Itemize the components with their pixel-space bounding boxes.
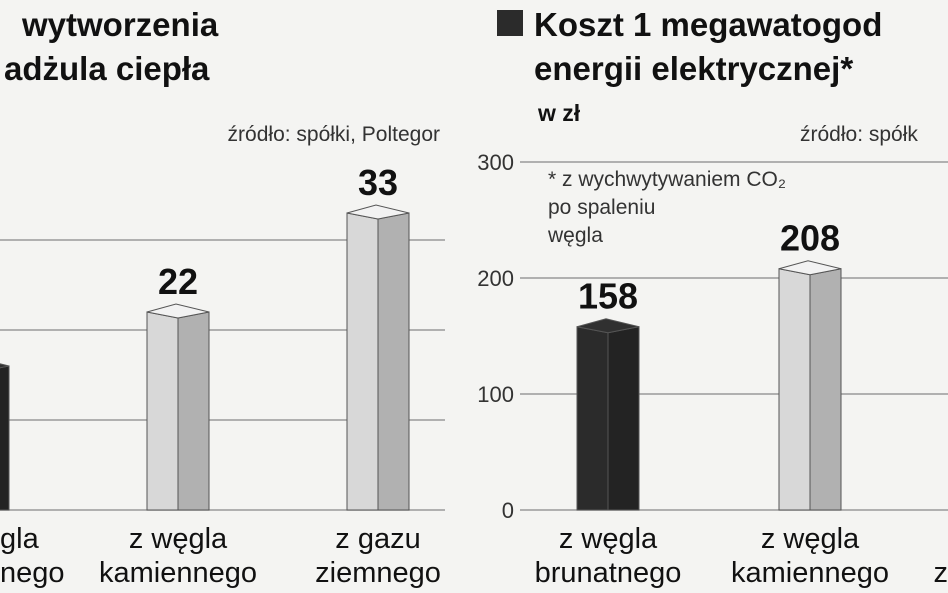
chart-title: adżula ciepła [4, 50, 210, 87]
x-tick-label: kamiennego [731, 557, 889, 589]
bar [346, 204, 410, 511]
x-tick-label: brunatnego [535, 557, 682, 589]
bar-side [0, 365, 10, 511]
bar-front [778, 268, 811, 511]
y-tick-label: 100 [477, 382, 514, 407]
x-tick-label: z [934, 557, 948, 589]
source: źródło: spółk [800, 123, 918, 146]
value-label: 33 [358, 162, 398, 203]
bar-front [146, 311, 179, 511]
bar-side [607, 326, 640, 511]
y-tick-label: 200 [477, 266, 514, 291]
title-marker [497, 10, 523, 36]
bar-top [576, 318, 640, 334]
bar-side [177, 311, 210, 511]
x-tick-label: gla [0, 523, 40, 555]
x-tick-label: z węgla [761, 523, 860, 555]
bar-top [778, 260, 842, 276]
x-tick-label: z węgla [559, 523, 658, 555]
bar [778, 260, 842, 511]
subtitle: w zł [537, 100, 581, 126]
x-tick-label: z węgla [129, 523, 228, 555]
value-label: 158 [578, 276, 638, 317]
x-tick-label: z gazu [335, 523, 420, 555]
y-tick-label: 300 [477, 150, 514, 175]
bar [576, 318, 640, 511]
bar-front [576, 326, 609, 511]
bar [146, 303, 210, 511]
value-label: 22 [158, 261, 198, 302]
bar-top [0, 363, 10, 369]
annotation: * z wychwytywaniem CO₂ [548, 168, 786, 191]
x-tick-label: kamiennego [99, 557, 257, 589]
y-tick-label: 0 [502, 498, 514, 523]
chart-title: wytworzenia [21, 6, 219, 43]
chart-title: Koszt 1 megawatogod [534, 6, 882, 43]
annotation: po spaleniu [548, 196, 655, 219]
value-label: 208 [780, 218, 840, 259]
chart-title: energii elektrycznej* [534, 50, 853, 87]
bar-top [146, 303, 210, 319]
bar-side [809, 268, 842, 511]
bar-side [377, 212, 410, 511]
source: źródło: spółki, Poltegor [228, 123, 440, 146]
bar-front [346, 212, 379, 511]
bar-top [346, 204, 410, 220]
x-tick-label: nego [0, 557, 65, 589]
annotation: węgla [547, 224, 603, 247]
bar [0, 363, 10, 511]
x-tick-label: ziemnego [315, 557, 441, 589]
